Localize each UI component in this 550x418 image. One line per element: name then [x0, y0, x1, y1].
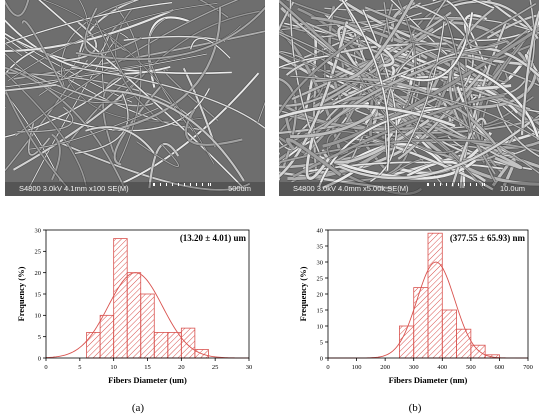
- y-axis-label: Frequency (%): [16, 266, 26, 321]
- sem-info-text: S4800 3.0kV 4.0mm x5.00k SE(M): [293, 184, 409, 193]
- x-tick-label: 25: [212, 364, 219, 371]
- y-tick-label: 0: [320, 355, 323, 362]
- x-tick-label: 600: [495, 364, 505, 371]
- y-tick-label: 30: [317, 259, 324, 266]
- histogram-bar: [167, 332, 182, 359]
- x-axis-label: Fibers Diameter (nm): [389, 375, 468, 385]
- histogram-a-svg: 0 5 10 15 20 25 30 0 5 10 15 20 25 30 Fibers Diameter …: [16, 227, 253, 385]
- scale-bar-label: 500um: [228, 184, 251, 193]
- y-tick-label: 40: [317, 227, 324, 234]
- histogram-b-svg: 0 100 200 300 400 500 600 700 0 5 10 15 20 25 30 35 40 Fi…: [298, 227, 533, 385]
- y-tick-label: 25: [317, 275, 324, 282]
- histogram-b: 0 100 200 300 400 500 600 700 0 5 10 15 20 25 30 35 40 Fi…: [280, 222, 550, 392]
- histogram-bar: [180, 327, 196, 359]
- mean-sd-annotation: (13.20 ± 4.01) um: [180, 233, 247, 243]
- sem-image-a: S4800 3.0kV 4.1mm x100 SE(M) 500um: [5, 0, 265, 196]
- sem-image-b: S4800 3.0kV 4.0mm x5.00k SE(M) 10.0um: [279, 0, 539, 196]
- x-tick-label: 400: [437, 364, 447, 371]
- y-axis-label: Frequency (%): [298, 266, 308, 321]
- histogram-bar: [470, 344, 486, 359]
- x-tick-label: 30: [246, 364, 253, 371]
- y-tick-label: 0: [38, 355, 41, 362]
- x-tick-label: 300: [409, 364, 419, 371]
- x-tick-label: 100: [352, 364, 362, 371]
- x-tick-label: 15: [144, 364, 151, 371]
- fiber-micrograph-icon: [5, 0, 265, 192]
- x-axis-label: Fibers Diameter (um): [108, 375, 187, 385]
- histogram-bar: [413, 287, 429, 359]
- fiber-micrograph-icon: [279, 0, 539, 196]
- y-tick-label: 20: [317, 291, 324, 298]
- y-tick-label: 30: [35, 227, 42, 234]
- x-tick-label: 700: [523, 364, 533, 371]
- x-tick-label: 10: [110, 364, 117, 371]
- y-tick-label: 35: [317, 243, 324, 250]
- histogram-bar: [441, 309, 457, 359]
- x-tick-label: 20: [178, 364, 185, 371]
- mean-sd-annotation: (377.55 ± 65.93) nm: [450, 233, 526, 243]
- histogram-bar: [86, 332, 101, 359]
- y-tick-label: 5: [38, 334, 41, 341]
- histogram-bar: [456, 328, 472, 359]
- histogram-bar: [126, 272, 142, 359]
- histogram-bar: [427, 232, 443, 359]
- y-tick-label: 20: [35, 270, 42, 277]
- x-tick-label: 200: [380, 364, 390, 371]
- y-tick-label: 10: [35, 313, 42, 320]
- histogram-bar: [399, 325, 415, 359]
- gaussian-fit-line: [45, 272, 250, 359]
- y-tick-label: 10: [317, 323, 324, 330]
- y-tick-label: 5: [320, 339, 323, 346]
- sem-info-text: S4800 3.0kV 4.1mm x100 SE(M): [19, 184, 129, 193]
- x-tick-label: 5: [78, 364, 81, 371]
- scale-bar-ticks: [427, 183, 485, 186]
- y-tick-label: 25: [35, 249, 42, 256]
- scale-bar-label: 10.0um: [499, 184, 525, 193]
- histogram-bar: [113, 238, 128, 359]
- y-tick-label: 15: [317, 307, 324, 314]
- caption-b: (b): [408, 402, 422, 414]
- histogram-a: 0 5 10 15 20 25 30 0 5 10 15 20 25 30 Fibers Diameter …: [8, 222, 268, 392]
- histogram-bar: [153, 332, 169, 359]
- scale-bar-ticks: [153, 183, 211, 186]
- histogram-bar: [140, 293, 155, 359]
- x-tick-label: 0: [44, 364, 47, 371]
- x-tick-label: 0: [326, 364, 329, 371]
- caption-a: (a): [131, 402, 145, 414]
- x-tick-label: 500: [466, 364, 476, 371]
- histogram-bar: [99, 314, 115, 359]
- y-tick-label: 15: [35, 291, 42, 298]
